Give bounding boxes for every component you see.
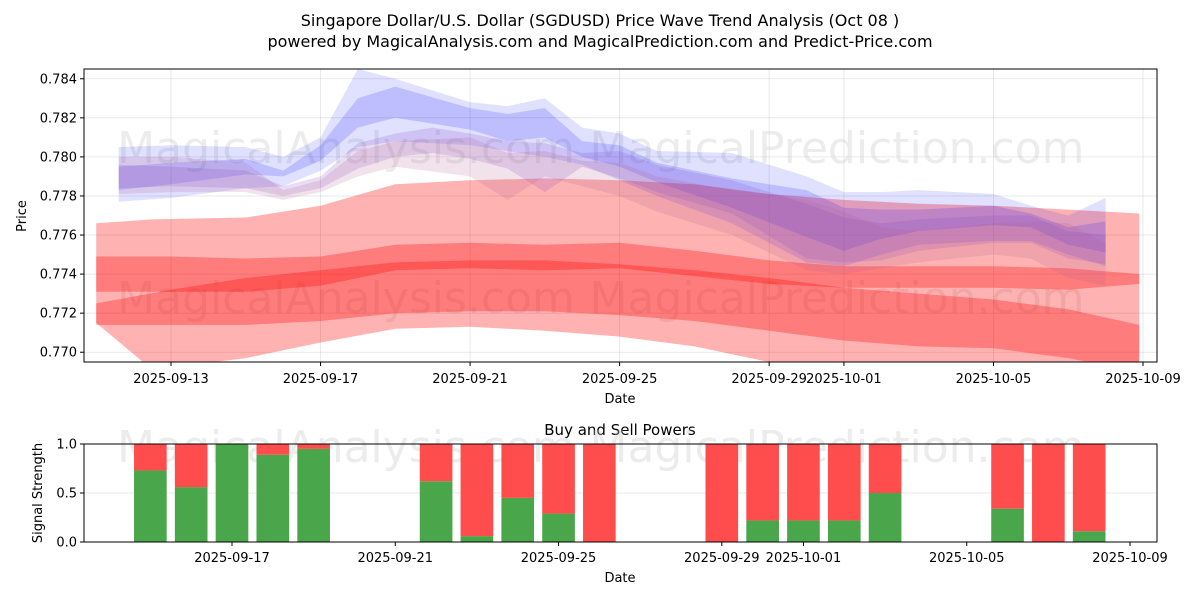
signal-xtick-label: 2025-10-05 — [929, 551, 1005, 566]
sell-bar — [256, 444, 290, 455]
price-chart-xlabel: Date — [604, 392, 635, 407]
price-chart-bands — [96, 69, 1140, 362]
price-ytick-label: 0.774 — [40, 268, 77, 283]
price-xtick-label: 2025-10-09 — [1105, 372, 1181, 387]
price-xtick-label: 2025-09-25 — [582, 372, 658, 387]
sell-bar — [460, 444, 494, 537]
price-xtick-label: 2025-09-29 — [731, 372, 807, 387]
sell-bar — [297, 444, 330, 449]
blue-wave-band — [118, 127, 1106, 265]
sell-bar — [542, 444, 575, 514]
price-ytick-label: 0.782 — [40, 111, 77, 126]
buy-bar — [460, 536, 494, 542]
signal-chart-xlabel: Date — [604, 571, 635, 586]
buy-bar — [991, 508, 1024, 542]
sell-bar — [1032, 444, 1065, 542]
price-ytick-label: 0.780 — [40, 150, 77, 165]
signal-xtick-label: 2025-09-25 — [521, 551, 597, 566]
blue-wave-band — [118, 86, 1106, 253]
buy-bar — [542, 513, 575, 542]
sell-bar — [827, 444, 861, 521]
signal-xtick-label: 2025-10-01 — [766, 551, 842, 566]
buy-bar — [256, 454, 290, 542]
price-ytick-label: 0.776 — [40, 229, 77, 244]
sell-bar — [174, 444, 208, 488]
sell-bar — [746, 444, 779, 521]
signal-chart-ticks: 0.0 0.5 1.0 2025-09-17 2025-09-21 2025-09-25 2… — [56, 438, 1167, 567]
signal-chart-title: Buy and Sell Powers — [544, 421, 696, 439]
signal-xtick-label: 2025-09-21 — [357, 551, 433, 566]
signal-chart-ylabel: Signal Strength — [31, 443, 46, 543]
price-xtick-label: 2025-09-13 — [133, 372, 209, 387]
price-ytick-label: 0.772 — [40, 307, 77, 322]
red-wave-band — [96, 260, 1140, 362]
blue-wave-band — [118, 69, 1106, 267]
red-wave-band — [96, 242, 1140, 292]
sell-bar — [787, 444, 820, 521]
buy-bar — [787, 520, 820, 542]
sell-bar — [501, 444, 535, 498]
watermark-text: MagicalPrediction.com — [590, 123, 1085, 174]
sell-bar — [991, 444, 1024, 509]
watermark-text: MagicalPrediction.com — [590, 273, 1085, 324]
signal-xtick-label: 2025-09-29 — [684, 551, 760, 566]
price-xtick-label: 2025-10-01 — [806, 372, 882, 387]
signal-xtick-label: 2025-10-09 — [1092, 551, 1168, 566]
price-chart-watermarks: MagicalAnalysis.com MagicalPrediction.com… — [117, 123, 1084, 324]
price-ytick-label: 0.770 — [40, 346, 77, 361]
buy-bar — [501, 497, 535, 542]
red-wave-band — [96, 178, 1140, 362]
price-ytick-label: 0.784 — [40, 72, 77, 87]
signal-xtick-label: 2025-09-17 — [194, 551, 270, 566]
price-ytick-label: 0.778 — [40, 189, 77, 204]
signal-ytick-label: 1.0 — [56, 438, 77, 453]
price-xtick-label: 2025-09-21 — [432, 372, 508, 387]
chart-subtitle: powered by MagicalAnalysis.com and Magic… — [267, 32, 932, 51]
buy-bar — [215, 444, 249, 542]
buy-bar — [746, 520, 779, 542]
price-xtick-label: 2025-10-05 — [956, 372, 1032, 387]
buy-bar — [1072, 531, 1106, 542]
signal-ytick-label: 0.5 — [56, 487, 77, 502]
price-chart-ylabel: Price — [15, 200, 30, 232]
sell-bar — [134, 444, 167, 471]
buy-bar — [419, 481, 453, 542]
sell-bar — [583, 444, 616, 542]
sell-bar — [419, 444, 453, 482]
buy-bar — [174, 487, 208, 542]
buy-bar — [134, 470, 167, 542]
blue-wave-band — [118, 137, 1106, 286]
price-chart-ticks: 0.770 0.772 0.774 0.776 0.778 0.780 0.782 0.784… — [40, 72, 1181, 387]
price-xtick-label: 2025-09-17 — [283, 372, 359, 387]
chart-title: Singapore Dollar/U.S. Dollar (SGDUSD) Pr… — [301, 11, 899, 30]
sell-bar — [705, 444, 739, 542]
buy-bar — [827, 520, 861, 542]
buy-bar — [868, 493, 902, 542]
price-chart-grid — [84, 69, 1157, 362]
watermark-text: MagicalAnalysis.com — [117, 273, 575, 324]
sell-bar — [1072, 444, 1106, 532]
buy-bar — [297, 448, 330, 542]
price-chart-frame — [83, 68, 1158, 363]
sell-bar — [868, 444, 902, 493]
signal-ytick-label: 0.0 — [56, 536, 77, 551]
signal-chart-bars — [134, 444, 1106, 542]
watermark-text: MagicalAnalysis.com — [117, 123, 575, 174]
